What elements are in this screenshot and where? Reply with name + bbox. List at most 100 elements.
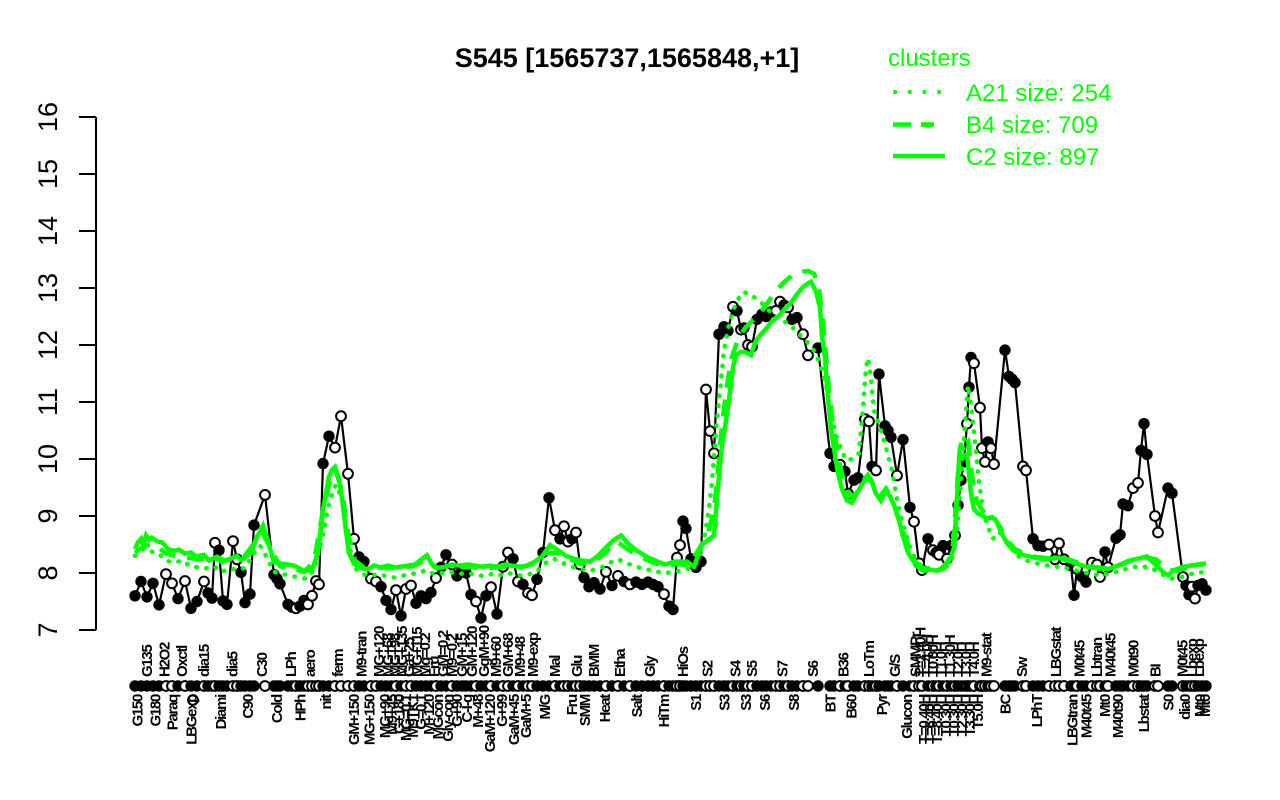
svg-text:15: 15 [33, 159, 63, 189]
svg-text:M0t45: M0t45 [1175, 640, 1192, 677]
svg-text:LPh: LPh [283, 651, 300, 677]
svg-text:T2.30H: T2.30H [954, 695, 971, 737]
svg-text:Glucon: Glucon [899, 694, 916, 739]
svg-text:M+120: M+120 [421, 694, 438, 735]
svg-text:HPh: HPh [293, 694, 310, 721]
svg-text:T5.0H: T5.0H [970, 695, 987, 730]
svg-text:B4 size: 709: B4 size: 709 [966, 112, 1098, 139]
svg-text:Gly-con: Gly-con [440, 694, 457, 742]
svg-text:dia0: dia0 [1177, 694, 1194, 720]
svg-text:Cold: Cold [269, 694, 286, 723]
svg-text:M9=0.2: M9=0.2 [444, 633, 461, 677]
svg-text:A21 size: 254: A21 size: 254 [966, 80, 1111, 107]
svg-text:Lbexp: Lbexp [1184, 638, 1201, 677]
svg-text:SMMPr: SMMPr [908, 631, 925, 677]
svg-text:12: 12 [33, 330, 63, 360]
svg-text:T4.0H: T4.0H [966, 642, 983, 677]
svg-text:LBGstat: LBGstat [1048, 626, 1065, 677]
svg-text:Fru: Fru [426, 656, 443, 677]
svg-text:B60: B60 [844, 694, 861, 719]
svg-text:11: 11 [33, 388, 63, 416]
svg-text:Glu: Glu [569, 655, 586, 677]
svg-text:G/S: G/S [887, 654, 904, 677]
svg-text:C2 size: 897: C2 size: 897 [966, 144, 1099, 171]
svg-text:GM=0.2: GM=0.2 [435, 630, 452, 677]
svg-text:M0t90: M0t90 [1126, 640, 1143, 677]
svg-text:MG+90: MG+90 [377, 694, 394, 738]
svg-text:Pyr: Pyr [874, 694, 891, 716]
svg-text:LPhT: LPhT [1029, 694, 1046, 727]
svg-text:Paraq: Paraq [165, 694, 182, 730]
svg-text:T=0.40H: T=0.40H [916, 695, 933, 744]
svg-text:M9-tran: M9-tran [354, 631, 371, 677]
svg-text:MG+68: MG+68 [380, 633, 397, 677]
svg-text:C-I-g: C-I-g [459, 694, 476, 723]
svg-text:T=8.40H: T=8.40H [929, 695, 946, 744]
svg-text:GM+150: GM+150 [346, 694, 363, 745]
svg-text:T=2.40H: T=2.40H [913, 628, 930, 677]
svg-text:Ga+25: Ga+25 [401, 637, 418, 677]
svg-text:T=6.40H: T=6.40H [922, 695, 939, 744]
svg-text:MG+150: MG+150 [362, 694, 379, 745]
svg-text:Lbtran: Lbtran [1089, 637, 1106, 677]
svg-text:16: 16 [33, 102, 63, 132]
svg-text:14: 14 [33, 216, 63, 246]
svg-text:Oxctl: Oxctl [174, 645, 191, 677]
svg-text:T0.60H: T0.60H [925, 635, 942, 677]
svg-text:ferm: ferm [330, 649, 347, 677]
svg-text:G+90: G+90 [449, 694, 466, 727]
svg-text:T0.30H: T0.30H [946, 695, 963, 737]
svg-text:Gly: Gly [642, 655, 659, 677]
svg-text:T1.30H: T1.30H [942, 635, 959, 677]
svg-text:Mg=0.2: Mg=0.2 [417, 633, 434, 677]
svg-text:G+180: G+180 [391, 694, 408, 734]
svg-text:G=0.1: G=0.1 [413, 694, 430, 730]
svg-text:B36: B36 [836, 652, 853, 677]
svg-text:C90: C90 [240, 694, 257, 719]
svg-text:GM+68: GM+68 [500, 633, 517, 677]
svg-text:T0.30H: T0.30H [938, 695, 955, 737]
svg-text:T1.0H: T1.0H [933, 642, 950, 677]
svg-text:S2: S2 [700, 660, 717, 677]
svg-text:M9TK1: M9TK1 [405, 694, 422, 738]
svg-text:G135: G135 [139, 645, 156, 677]
svg-text:aero: aero [302, 649, 319, 677]
svg-text:G+99: G+99 [494, 694, 511, 727]
svg-text:LBGtran: LBGtran [1065, 694, 1082, 746]
svg-text:Sw: Sw [1014, 656, 1031, 677]
svg-text:8: 8 [33, 565, 63, 580]
svg-text:13: 13 [33, 273, 63, 303]
svg-text:Diami: Diami [213, 694, 230, 729]
svg-text:Mal: Mal [547, 655, 564, 677]
svg-text:C30: C30 [254, 652, 271, 677]
svg-text:MG+115: MG+115 [409, 627, 426, 677]
svg-text:Fru: Fru [564, 694, 581, 715]
svg-text:Heat: Heat [597, 694, 614, 723]
svg-text:GM+120: GM+120 [464, 626, 481, 677]
svg-text:M/G: M/G [537, 694, 554, 719]
svg-text:nit: nit [318, 694, 335, 710]
svg-text:T2.0H: T2.0H [950, 642, 967, 677]
svg-text:MG+98: MG+98 [387, 633, 404, 677]
svg-text:Salt: Salt [629, 694, 646, 718]
svg-text:M9-stat: M9-stat [979, 632, 996, 677]
svg-text:T3.30H: T3.30H [962, 695, 979, 737]
svg-text:S7: S7 [775, 660, 792, 677]
svg-text:BMM: BMM [586, 644, 603, 677]
svg-text:dia15: dia15 [196, 644, 213, 677]
svg-text:S6: S6 [757, 694, 774, 711]
svg-text:LBGexp: LBGexp [184, 694, 201, 745]
svg-text:M40t45: M40t45 [1103, 633, 1120, 677]
svg-text:BI: BI [1148, 663, 1165, 677]
svg-text:M+48: M+48 [470, 694, 487, 728]
svg-text:BC: BC [998, 694, 1015, 715]
svg-text:G150: G150 [130, 694, 147, 726]
svg-text:S6: S6 [805, 660, 822, 677]
svg-text:M40t90: M40t90 [1110, 694, 1127, 738]
svg-text:S1: S1 [688, 694, 705, 711]
svg-text:MGcon: MGcon [430, 694, 447, 739]
svg-text:S5: S5 [744, 660, 761, 677]
svg-text:M9+45: M9+45 [384, 694, 401, 735]
svg-text:T=4.0H: T=4.0H [919, 635, 936, 677]
svg-text:HiOs: HiOs [675, 646, 692, 677]
